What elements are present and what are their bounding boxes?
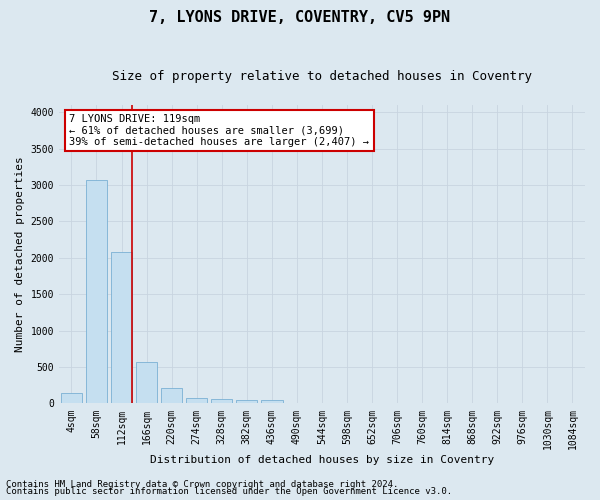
Bar [111, 252, 132, 404]
Title: Size of property relative to detached houses in Coventry: Size of property relative to detached ho… [112, 70, 532, 83]
Bar [261, 400, 283, 404]
Bar [136, 362, 157, 404]
Bar [236, 400, 257, 404]
Bar [186, 398, 208, 404]
Text: 7 LYONS DRIVE: 119sqm
← 61% of detached houses are smaller (3,699)
39% of semi-d: 7 LYONS DRIVE: 119sqm ← 61% of detached … [70, 114, 370, 147]
X-axis label: Distribution of detached houses by size in Coventry: Distribution of detached houses by size … [150, 455, 494, 465]
Bar [161, 388, 182, 404]
Text: 7, LYONS DRIVE, COVENTRY, CV5 9PN: 7, LYONS DRIVE, COVENTRY, CV5 9PN [149, 10, 451, 25]
Bar [86, 180, 107, 404]
Bar [61, 392, 82, 404]
Text: Contains public sector information licensed under the Open Government Licence v3: Contains public sector information licen… [6, 487, 452, 496]
Text: Contains HM Land Registry data © Crown copyright and database right 2024.: Contains HM Land Registry data © Crown c… [6, 480, 398, 489]
Y-axis label: Number of detached properties: Number of detached properties [15, 156, 25, 352]
Bar [211, 400, 232, 404]
